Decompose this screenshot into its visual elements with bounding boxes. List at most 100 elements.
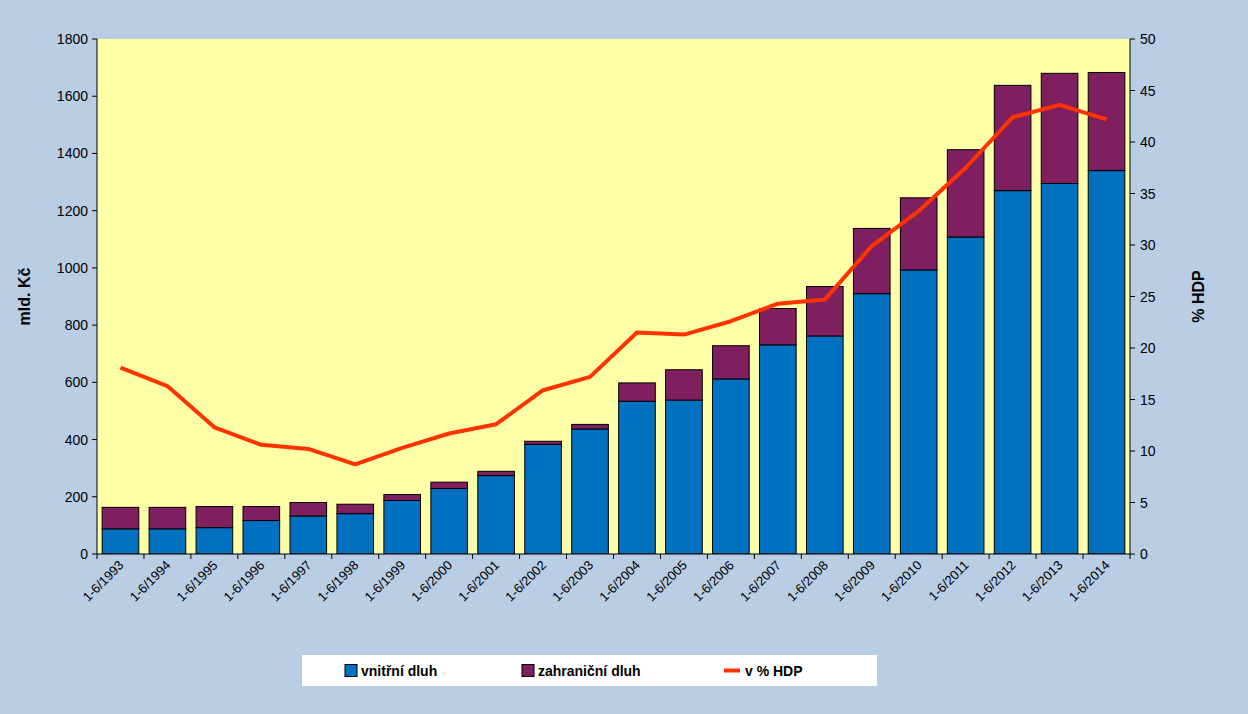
bar: [384, 494, 421, 500]
x-tick-label: 1-6/1995: [174, 558, 221, 605]
y2-tick-label: 20: [1140, 340, 1156, 356]
y-axis-title: mld. Kč: [16, 268, 33, 326]
y2-tick-label: 40: [1140, 134, 1156, 150]
x-tick-label: 1-6/1998: [314, 558, 361, 605]
x-tick: [519, 554, 520, 559]
bar: [760, 345, 797, 554]
bar: [994, 191, 1031, 554]
y2-tick-label: 15: [1140, 392, 1156, 408]
bar: [196, 507, 233, 528]
bar: [760, 309, 797, 345]
bar: [525, 441, 562, 444]
y2-tick: [1130, 399, 1135, 400]
bar: [666, 400, 703, 554]
line: [120, 105, 1106, 464]
bar: [337, 504, 374, 513]
chart: 0200400600800100012001400160018000510152…: [0, 0, 1248, 714]
y2-tick: [1130, 193, 1135, 194]
bar: [431, 482, 468, 488]
bar: [243, 521, 280, 554]
x-tick-label: 1-6/2003: [549, 558, 596, 605]
legend-swatch: [724, 669, 740, 673]
x-tick: [660, 554, 661, 559]
y2-tick-label: 5: [1140, 495, 1148, 511]
y2-tick: [1130, 502, 1135, 503]
x-tick-label: 1-6/2007: [737, 558, 784, 605]
x-tick: [331, 554, 332, 559]
x-tick: [284, 554, 285, 559]
x-tick-label: 1-6/1994: [127, 558, 174, 605]
marks: [102, 72, 1125, 554]
y2-tick-label: 45: [1140, 83, 1156, 99]
bar: [806, 286, 843, 335]
legend-label: zahraniční dluh: [538, 663, 641, 679]
y2-tick-label: 50: [1140, 31, 1156, 47]
bar: [1088, 72, 1125, 170]
x-tick-label: 1-6/2001: [455, 558, 502, 605]
x-tick: [97, 554, 98, 559]
x-tick-label: 1-6/1993: [80, 558, 127, 605]
x-tick: [1036, 554, 1037, 559]
bar: [337, 514, 374, 554]
x-tick: [425, 554, 426, 559]
y2-tick-label: 30: [1140, 237, 1156, 253]
x-tick: [848, 554, 849, 559]
x-tick: [1083, 554, 1084, 559]
bar: [196, 528, 233, 554]
bar: [900, 270, 937, 554]
bar: [619, 401, 656, 554]
bar: [994, 85, 1031, 190]
y-tick-label: 1800: [57, 31, 88, 47]
bar: [290, 503, 327, 516]
bar: [243, 507, 280, 521]
y2-tick-label: 35: [1140, 186, 1156, 202]
x-tick-label: 1-6/2009: [831, 558, 878, 605]
y-tick: [92, 210, 97, 211]
y-tick-label: 600: [65, 374, 89, 390]
x-tick-label: 1-6/2004: [596, 558, 643, 605]
y-tick: [92, 39, 97, 40]
bar: [431, 488, 468, 554]
y2-tick: [1130, 142, 1135, 143]
y-tick: [92, 496, 97, 497]
bar: [478, 476, 515, 554]
y2-tick: [1130, 348, 1135, 349]
bar: [806, 336, 843, 554]
y-tick: [92, 325, 97, 326]
bar: [1088, 171, 1125, 554]
y-tick-label: 1000: [57, 260, 88, 276]
x-tick-label: 1-6/1999: [361, 558, 408, 605]
y2-axis-title: % HDP: [1190, 270, 1207, 323]
x-tick-label: 1-6/2000: [408, 558, 455, 605]
y2-tick-label: 0: [1140, 546, 1148, 562]
y-tick: [92, 153, 97, 154]
bar: [384, 500, 421, 554]
y-tick-label: 200: [65, 489, 89, 505]
bar: [149, 529, 186, 554]
x-tick: [378, 554, 379, 559]
x-tick: [942, 554, 943, 559]
y2-tick: [1130, 90, 1135, 91]
bar: [1041, 73, 1078, 183]
y2-tick-label: 10: [1140, 443, 1156, 459]
y-axis: [97, 39, 98, 554]
y-tick-label: 800: [65, 317, 89, 333]
x-tick-label: 1-6/2010: [878, 558, 925, 605]
bar: [947, 237, 984, 554]
y-tick-label: 1200: [57, 203, 88, 219]
y-tick: [92, 267, 97, 268]
legend: vnitřní dluhzahraniční dluhv % HDP: [302, 655, 877, 686]
x-tick-label: 1-6/2013: [1019, 558, 1066, 605]
y-tick: [92, 439, 97, 440]
x-tick: [613, 554, 614, 559]
bar: [478, 471, 515, 475]
bar: [853, 294, 890, 554]
bar: [619, 383, 656, 401]
y-tick: [92, 554, 97, 555]
y-tick: [92, 96, 97, 97]
legend-label: vnitřní dluh: [361, 663, 437, 679]
x-tick: [1130, 554, 1131, 559]
bar: [290, 516, 327, 554]
bar: [149, 507, 186, 528]
y-tick-label: 1600: [57, 88, 88, 104]
